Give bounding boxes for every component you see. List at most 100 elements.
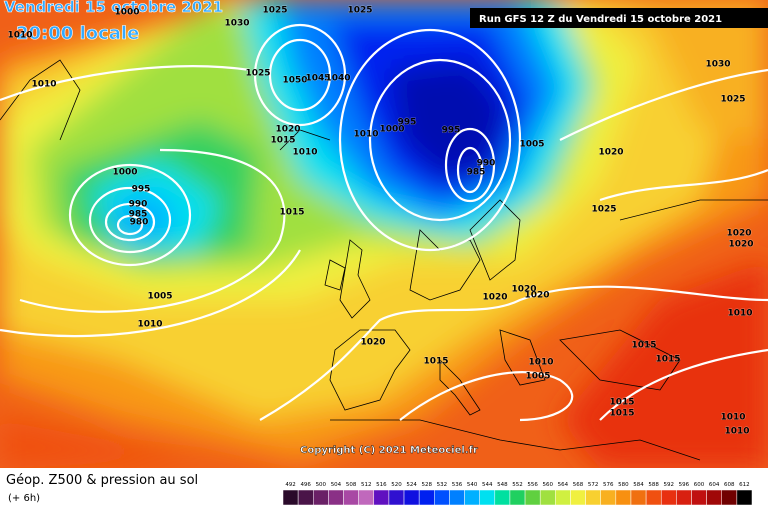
- isobar-label: 1015: [270, 136, 295, 146]
- legend-label: 536: [452, 482, 463, 488]
- legend-label: 612: [739, 482, 750, 488]
- legend-swatch: [524, 489, 541, 506]
- legend-label: 500: [316, 482, 327, 488]
- isobar-label: 1010: [727, 309, 752, 319]
- legend-label: 600: [694, 482, 705, 488]
- legend-swatch: [676, 489, 692, 506]
- legend-label: 592: [664, 482, 675, 488]
- isobar-label: 1045: [305, 74, 330, 84]
- isobar-label: 1010: [720, 413, 745, 423]
- legend-swatch: [721, 489, 738, 506]
- legend-swatch: [343, 489, 359, 506]
- isobar-label: 1040: [325, 74, 350, 84]
- legend-swatch: [282, 489, 299, 506]
- legend-swatch: [358, 489, 375, 506]
- isobar-label: 985: [467, 168, 486, 178]
- isobar-label: 1000: [114, 8, 139, 18]
- isobar-label: 995: [132, 185, 151, 195]
- footer-title: Géop. Z500 & pression au sol: [6, 473, 198, 488]
- legend-label: 524: [406, 482, 417, 488]
- legend-swatch: [297, 489, 314, 506]
- isobar-label: 1025: [591, 205, 616, 215]
- legend-label: 572: [588, 482, 599, 488]
- legend-label: 588: [648, 482, 659, 488]
- legend-swatch: [706, 489, 722, 506]
- isobar-label: 1010: [528, 358, 553, 368]
- legend-label: 576: [603, 482, 614, 488]
- isobar-label: 1050: [282, 76, 307, 86]
- legend-label: 580: [618, 482, 629, 488]
- isobar-label: 995: [442, 126, 461, 136]
- isobar-labels: 1000 1010 1025 1025 1030 1010 1025 105010451040…: [7, 5, 754, 437]
- isobar-label: 1020: [275, 125, 300, 135]
- isobar-label: 1015: [609, 398, 634, 408]
- isobar-label: 1020: [524, 291, 549, 301]
- legend-label: 504: [331, 482, 342, 488]
- isobar-label: 1010: [31, 80, 56, 90]
- legend-label: 552: [512, 482, 523, 488]
- isobar-label: 1010: [353, 130, 378, 140]
- legend-swatch: [630, 489, 647, 506]
- isobar-label: 1020: [482, 293, 507, 303]
- isobar-label: 995: [398, 118, 417, 128]
- isobar-label: 1025: [245, 69, 270, 79]
- run-info: Run GFS 12 Z du Vendredi 15 octobre 2021: [479, 14, 722, 25]
- legend-label: 568: [573, 482, 584, 488]
- legend-label: 540: [467, 482, 478, 488]
- isobar-label: 1030: [224, 19, 249, 29]
- isobar-label: 1015: [655, 355, 680, 365]
- legend-label: 564: [558, 482, 569, 488]
- legend-swatch: [570, 489, 586, 506]
- legend-swatch: [736, 489, 753, 506]
- legend-swatch: [539, 489, 556, 506]
- legend-label: 532: [437, 482, 448, 488]
- isobar-label: 1020: [598, 148, 623, 158]
- copyright: Copyright (C) 2021 Meteociel.fr: [300, 445, 478, 456]
- legend-swatch: [449, 489, 465, 506]
- legend: 492 496 500 504 508 512 516 520 524 528 532 536 540 5…: [282, 482, 753, 506]
- isobar-label: 1020: [726, 229, 751, 239]
- legend-swatch: [555, 489, 571, 506]
- isobar: [253, 23, 522, 252]
- isobar-label: 1015: [609, 409, 634, 419]
- isobar-label: 985: [129, 210, 148, 220]
- isobar: [0, 148, 301, 338]
- map-time: 20:00 locale: [16, 23, 139, 44]
- legend-label: 512: [361, 482, 372, 488]
- legend-label: 608: [724, 482, 735, 488]
- legend-swatch: [313, 489, 329, 506]
- isobar-label: 1025: [347, 6, 372, 16]
- isobar-label: 1010: [724, 427, 749, 437]
- isobar-label: 1005: [147, 292, 172, 302]
- legend-swatch: [464, 489, 480, 506]
- legend-swatch: [600, 489, 617, 506]
- legend-swatch: [645, 489, 662, 506]
- legend-swatch: [585, 489, 601, 506]
- legend-swatch: [418, 489, 435, 506]
- legend-swatch: [328, 489, 344, 506]
- isobar-label: 990: [477, 159, 496, 169]
- legend-label: 496: [300, 482, 311, 488]
- legend-swatch: [691, 489, 707, 506]
- legend-label: 560: [543, 482, 554, 488]
- isobar-label: 1005: [519, 140, 544, 150]
- map-date: Vendredi 15 octobre 2021: [4, 0, 223, 16]
- isobar-label: 1020: [511, 285, 536, 295]
- isobar-label: 1015: [279, 208, 304, 218]
- isobar-label: 1010: [7, 31, 32, 41]
- legend-label: 548: [497, 482, 508, 488]
- legend-label: 604: [709, 482, 720, 488]
- run-banner: [470, 8, 768, 28]
- isobar-label: 980: [130, 218, 149, 228]
- isobar-label: 1000: [112, 168, 137, 178]
- isobar: [0, 65, 768, 422]
- isobar-label: 990: [129, 200, 148, 210]
- isobar-label: 1010: [292, 148, 317, 158]
- legend-label: 584: [633, 482, 644, 488]
- isobar-label: 1025: [720, 95, 745, 105]
- legend-swatch: [434, 489, 450, 506]
- legend-swatch: [479, 489, 496, 506]
- isobar-label: 1010: [137, 320, 162, 330]
- isobar-label: 1005: [525, 372, 550, 382]
